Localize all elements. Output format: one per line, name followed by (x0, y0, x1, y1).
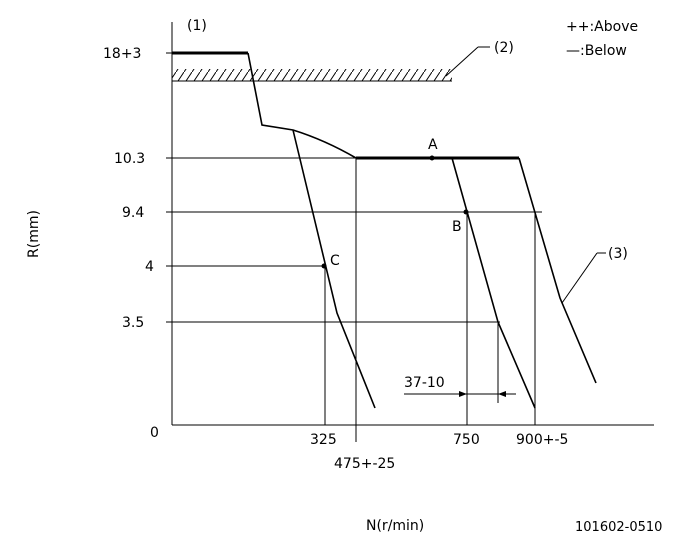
curve-drop (247, 52, 357, 159)
point-c-marker (321, 263, 327, 269)
marker-2-label: (2) (494, 40, 514, 56)
governor-line-b (451, 157, 536, 409)
y-ticks (166, 52, 172, 323)
governor-line-c (292, 129, 376, 409)
leader-2 (445, 46, 479, 77)
point-b-marker (463, 209, 469, 215)
leader-3 (561, 252, 598, 304)
hatch-band (172, 69, 452, 81)
y-axis-label: R(mm) (26, 210, 42, 258)
point-c-label: C (330, 253, 340, 269)
y-tick-9-4: 9.4 (122, 205, 144, 221)
y-tick-4: 4 (145, 259, 154, 275)
point-b-label: B (452, 219, 462, 235)
y-tick-3-5: 3.5 (122, 315, 144, 331)
dimension-label: 37-10 (404, 375, 445, 391)
y-tick-18: 18+3 (103, 46, 141, 62)
drawing-code: 101602-0510 (575, 520, 662, 535)
y-tick-10-3: 10.3 (114, 151, 145, 167)
x-axis-label: N(r/min) (366, 518, 424, 534)
x-tick-475: 475+-25 (334, 456, 395, 472)
legend-below: —:Below (566, 43, 627, 59)
legend-above: ++:Above (566, 19, 638, 35)
point-a-marker (429, 155, 435, 161)
point-a-label: A (428, 137, 438, 153)
arrow-right (498, 391, 506, 397)
governor-line-3 (518, 157, 597, 384)
reference-lines-vertical (324, 158, 536, 442)
x-tick-325: 325 (310, 432, 337, 448)
marker-3-label: (3) (608, 246, 628, 262)
x-tick-750: 750 (453, 432, 480, 448)
arrow-left (459, 391, 467, 397)
reference-lines-horizontal (172, 157, 542, 323)
x-tick-900: 900+-5 (516, 432, 568, 448)
marker-1-label: (1) (187, 18, 207, 34)
y-tick-0: 0 (150, 425, 159, 441)
